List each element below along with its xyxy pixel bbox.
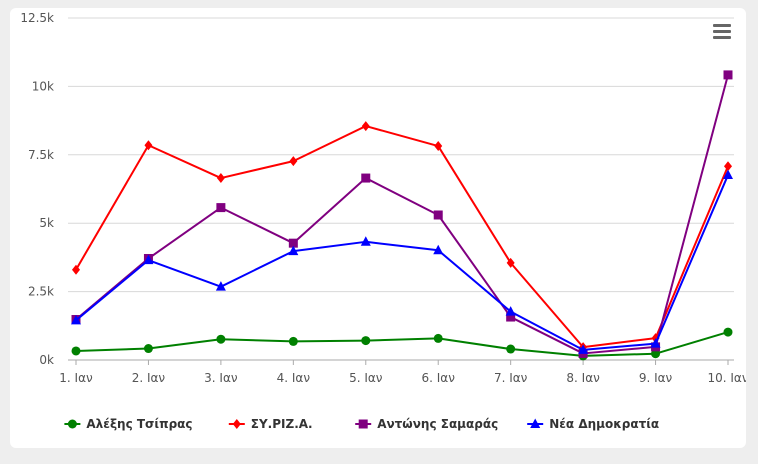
y-tick-label: 7.5k: [28, 148, 54, 162]
series-1: [71, 327, 733, 361]
data-point[interactable]: [216, 203, 226, 213]
data-point[interactable]: [723, 70, 733, 80]
line-chart: 0k 2.5k 5k 7.5k 10k 12.5k 1. Ιαν 2. Ιαν 3. Ιαν 4.…: [20, 11, 746, 431]
legend-label: Νέα Δημοκρατία: [549, 417, 659, 431]
chart-menu-button[interactable]: [709, 20, 735, 44]
legend-item[interactable]: Αλέξης Τσίπρας: [64, 417, 193, 431]
legend-label: Αλέξης Τσίπρας: [86, 417, 192, 431]
series-line: [75, 331, 729, 357]
x-tick-label: 1. Ιαν: [59, 371, 93, 385]
data-point[interactable]: [360, 236, 371, 246]
hamburger-menu-icon: [713, 24, 731, 39]
series-line: [75, 174, 729, 351]
data-point[interactable]: [433, 333, 443, 343]
data-point[interactable]: [143, 254, 154, 265]
series-2: [72, 121, 732, 353]
y-tick-label: 12.5k: [20, 11, 54, 25]
data-point[interactable]: [723, 169, 733, 180]
grid-lines: [68, 17, 734, 361]
data-point[interactable]: [143, 344, 153, 354]
series-4: [71, 169, 733, 354]
data-point[interactable]: [216, 334, 226, 344]
data-point[interactable]: [433, 244, 444, 255]
series-line: [75, 74, 729, 355]
x-tick-label: 9. Ιαν: [639, 371, 673, 385]
data-point[interactable]: [506, 344, 516, 354]
data-point[interactable]: [144, 140, 153, 151]
data-point[interactable]: [288, 336, 298, 346]
y-tick-label: 2.5k: [28, 285, 54, 299]
y-tick-label: 10k: [32, 79, 54, 93]
data-point[interactable]: [578, 344, 589, 354]
series-3: [71, 70, 733, 358]
data-point[interactable]: [71, 314, 81, 325]
chart-container: 0k 2.5k 5k 7.5k 10k 12.5k 1. Ιαν 2. Ιαν 3. Ιαν 4.…: [10, 8, 746, 448]
data-point[interactable]: [361, 121, 370, 132]
x-tick-label: 4. Ιαν: [277, 371, 311, 385]
data-point[interactable]: [289, 156, 298, 167]
data-point[interactable]: [434, 141, 443, 152]
data-point[interactable]: [651, 349, 661, 359]
legend: Αλέξης Τσίπρας ΣΥ.ΡΙΖ.Α. Αντώνης Σαμαράς Νέ…: [64, 417, 659, 431]
legend-item[interactable]: Νέα Δημοκρατία: [527, 417, 659, 431]
legend-label: Αντώνης Σαμαράς: [377, 417, 498, 431]
legend-marker: [358, 419, 368, 429]
data-point[interactable]: [650, 338, 661, 348]
data-point[interactable]: [71, 346, 81, 356]
data-point[interactable]: [724, 161, 732, 172]
data-point[interactable]: [723, 327, 733, 337]
data-point[interactable]: [361, 336, 371, 346]
legend-item[interactable]: ΣΥ.ΡΙΖ.Α.: [228, 417, 313, 431]
legend-item[interactable]: Αντώνης Σαμαράς: [355, 417, 498, 431]
legend-marker: [67, 419, 77, 429]
data-point[interactable]: [215, 281, 226, 291]
legend-label: ΣΥ.ΡΙΖ.Α.: [251, 417, 313, 431]
data-point[interactable]: [288, 245, 299, 256]
data-point[interactable]: [72, 264, 80, 275]
data-point[interactable]: [361, 173, 371, 183]
axes: 0k 2.5k 5k 7.5k 10k 12.5k 1. Ιαν 2. Ιαν 3. Ιαν 4.…: [20, 11, 746, 385]
data-point[interactable]: [505, 306, 516, 316]
x-tick-label: 10. Ιαν: [707, 371, 746, 385]
data-point[interactable]: [288, 238, 298, 248]
x-tick-label: 2. Ιαν: [132, 371, 166, 385]
y-tick-label: 5k: [39, 216, 54, 230]
data-point[interactable]: [506, 312, 516, 322]
legend-marker: [530, 418, 541, 428]
data-point[interactable]: [433, 210, 443, 220]
legend-marker: [232, 419, 241, 429]
series-line: [75, 125, 729, 349]
y-tick-label: 0k: [39, 353, 54, 367]
series-group: [71, 70, 733, 361]
data-point[interactable]: [506, 257, 515, 268]
x-tick-label: 5. Ιαν: [349, 371, 383, 385]
x-tick-label: 7. Ιαν: [494, 371, 528, 385]
x-tick-label: 6. Ιαν: [422, 371, 456, 385]
data-point[interactable]: [216, 173, 225, 184]
x-tick-label: 3. Ιαν: [204, 371, 238, 385]
x-tick-label: 8. Ιαν: [566, 371, 600, 385]
